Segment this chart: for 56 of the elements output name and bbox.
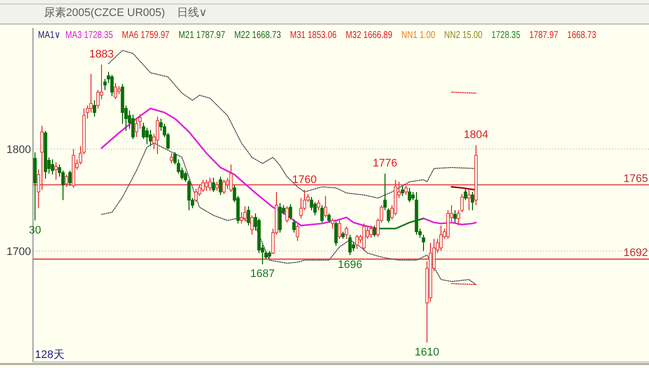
ref-line-label: 1765 [624, 172, 648, 185]
candlestick [145, 127, 149, 145]
candlestick [352, 241, 356, 252]
annotation: 1883 [89, 48, 114, 61]
candlestick [134, 118, 138, 138]
candlestick [131, 114, 135, 140]
text: 日线∨ [177, 6, 208, 19]
candlestick [467, 188, 471, 211]
candlestick [344, 226, 348, 240]
candlestick [148, 129, 152, 147]
annotation: NN1 1.00 [401, 30, 444, 41]
candlestick [50, 158, 54, 176]
candlestick [92, 100, 96, 118]
annotation: 1804 [464, 129, 488, 142]
candlestick [470, 191, 474, 211]
candlestick [194, 188, 198, 203]
annotation: 1687 [250, 268, 275, 280]
annotation: MA1∨ [38, 30, 66, 41]
text: 1728.35 [491, 30, 528, 41]
candlestick [453, 210, 457, 223]
candlestick [327, 212, 331, 223]
text: 1787.97 [529, 30, 566, 41]
y-tick-label: 1800 [6, 144, 31, 156]
annotation: 30 [28, 224, 42, 236]
candlestick [212, 177, 216, 192]
text: 1668.73 [567, 30, 604, 41]
candlestick [355, 234, 359, 250]
candlestick [324, 196, 328, 218]
candlestick [114, 82, 118, 100]
candlestick [362, 223, 366, 252]
candlestick [288, 204, 292, 220]
text: 尿素2005(CZCE UR005) [44, 6, 166, 19]
candlestick [296, 224, 300, 242]
candlestick [400, 185, 404, 197]
candlestick [408, 187, 412, 203]
y-tick-label: 1700 [6, 246, 31, 258]
annotation: 1776 [372, 158, 398, 170]
line-series [422, 218, 477, 226]
annotation: 1610 [414, 346, 440, 359]
candlestick [243, 206, 247, 222]
candlestick [54, 162, 58, 180]
candlestick [334, 220, 338, 246]
annotation: 1696 [338, 259, 362, 272]
candlestick [369, 225, 373, 238]
candlestick [292, 218, 296, 234]
candlestick [330, 218, 334, 230]
candlestick [456, 210, 460, 226]
candlestick [170, 152, 174, 164]
candlestick [372, 225, 376, 238]
annotation: 128天 [35, 349, 64, 361]
candlestick [464, 187, 468, 201]
candlestick [316, 200, 320, 211]
annotation: 1760 [292, 174, 317, 186]
ref-line-label: 1692 [624, 247, 648, 260]
annotation: NN2 15.00 [444, 30, 492, 41]
candlestick [68, 170, 72, 186]
